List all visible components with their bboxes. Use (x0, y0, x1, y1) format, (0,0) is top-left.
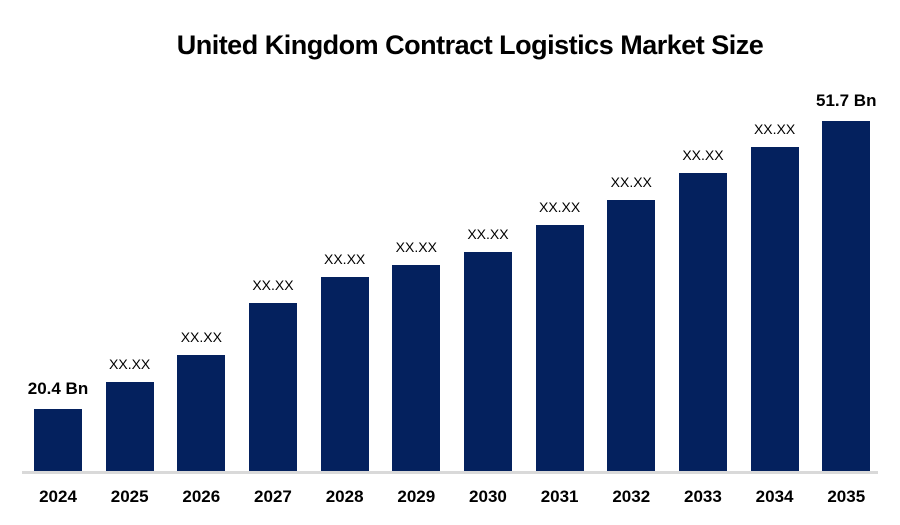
bar-value-label: XX.XX (610, 174, 652, 190)
bar (463, 252, 512, 471)
x-axis-label: 2030 (469, 487, 507, 506)
bar-value-label: 20.4 Bn (27, 379, 89, 398)
x-axis-label: 2032 (612, 487, 651, 506)
bar-value-label: XX.XX (324, 251, 366, 267)
bar (822, 121, 871, 471)
x-axis-label: 2027 (254, 487, 292, 506)
bar-value-label: XX.XX (109, 356, 151, 372)
x-axis-label: 2033 (684, 487, 722, 506)
x-axis-label: 2028 (325, 487, 364, 506)
bar (105, 382, 154, 471)
bar (750, 147, 799, 471)
bar-value-label: XX.XX (180, 329, 222, 345)
x-axis-label: 2031 (540, 487, 579, 506)
x-axis-label: 2035 (827, 487, 866, 506)
bar (607, 200, 656, 471)
x-axis-label: 2029 (397, 487, 436, 506)
bar (248, 303, 297, 471)
bar (535, 225, 584, 471)
x-axis-line (22, 471, 878, 474)
x-axis-label: 2034 (755, 487, 794, 506)
x-axis-label: 2024 (39, 487, 77, 506)
bar-value-label: 51.7 Bn (816, 91, 877, 110)
bar (320, 277, 369, 471)
bar (34, 409, 82, 471)
bar-value-label: XX.XX (252, 277, 294, 293)
x-axis-label: 2025 (110, 487, 149, 506)
bar-value-label: XX.XX (538, 199, 581, 215)
bar-value-label: XX.XX (467, 226, 509, 242)
x-axis-label: 2026 (182, 487, 221, 506)
bar (392, 265, 441, 471)
bar-value-label: XX.XX (682, 147, 724, 163)
bar-value-label: XX.XX (395, 239, 437, 255)
bar-value-label: XX.XX (753, 121, 796, 137)
chart-title: United Kingdom Contract Logistics Market… (176, 30, 764, 60)
bar (678, 173, 727, 471)
bar (177, 355, 226, 471)
